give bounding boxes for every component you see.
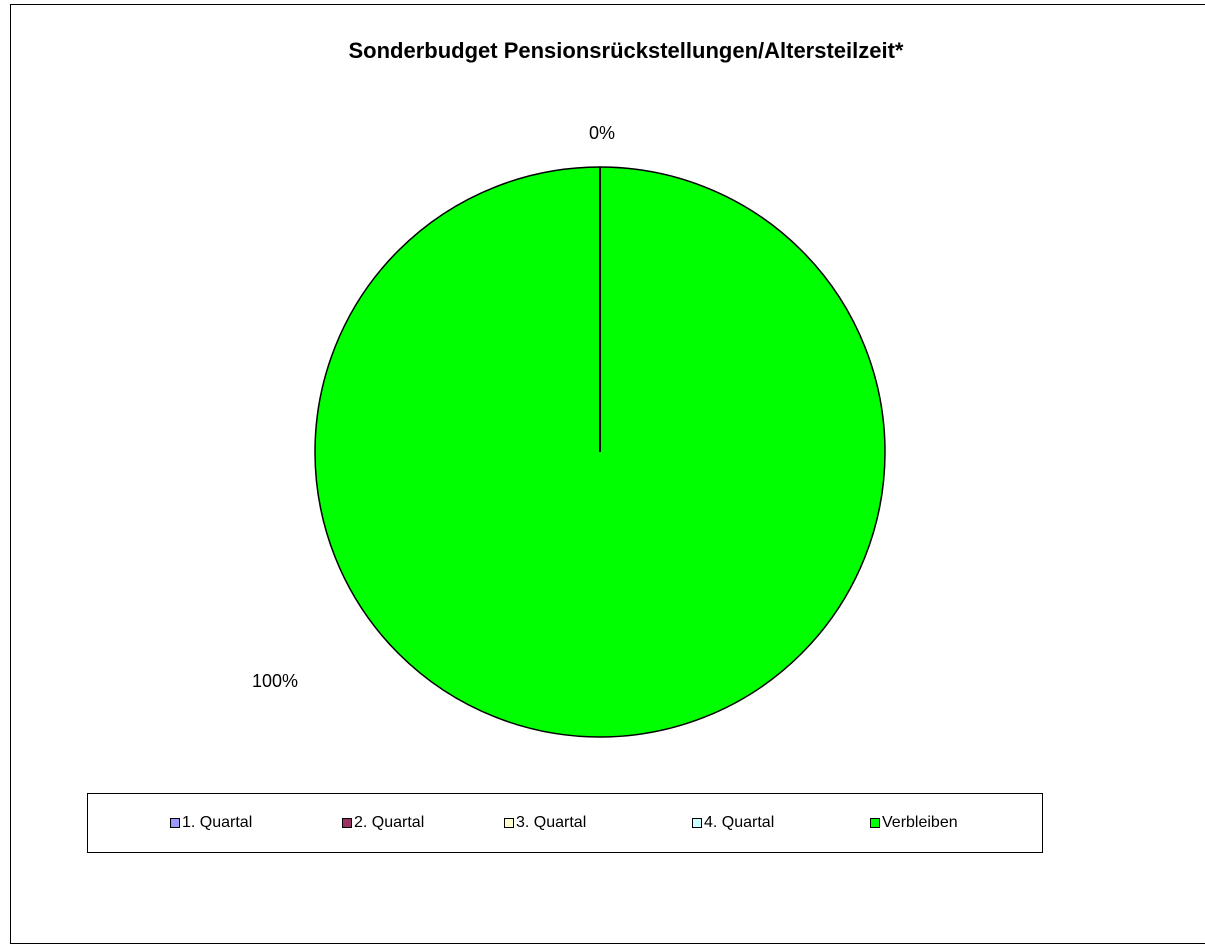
chart-frame: Sonderbudget Pensionsrückstellungen/Alte… — [10, 4, 1205, 944]
legend-swatch-q4 — [692, 818, 702, 828]
legend-swatch-q2 — [342, 818, 352, 828]
chart-legend: 1. Quartal 2. Quartal 3. Quartal 4. Quar… — [87, 793, 1043, 853]
legend-item-q4: 4. Quartal — [692, 814, 774, 832]
chart-title: Sonderbudget Pensionsrückstellungen/Alte… — [348, 38, 904, 63]
legend-label-verbleiben: Verbleiben — [882, 814, 958, 831]
pie-chart: 0% 100% — [252, 123, 886, 738]
legend-swatch-q3 — [504, 818, 514, 828]
legend-item-q3: 3. Quartal — [504, 814, 586, 832]
legend-label-q3: 3. Quartal — [516, 814, 587, 831]
legend-item-q1: 1. Quartal — [170, 814, 252, 832]
legend-swatch-q1 — [170, 818, 180, 828]
legend-swatch-verbleiben — [870, 818, 880, 828]
data-label-zero: 0% — [589, 123, 615, 143]
legend-item-verbleiben: Verbleiben — [870, 814, 958, 832]
legend-label-q1: 1. Quartal — [182, 814, 253, 831]
legend-label-q4: 4. Quartal — [704, 814, 775, 831]
data-label-hundred: 100% — [252, 671, 298, 691]
legend-item-q2: 2. Quartal — [342, 814, 424, 832]
legend-label-q2: 2. Quartal — [354, 814, 425, 831]
